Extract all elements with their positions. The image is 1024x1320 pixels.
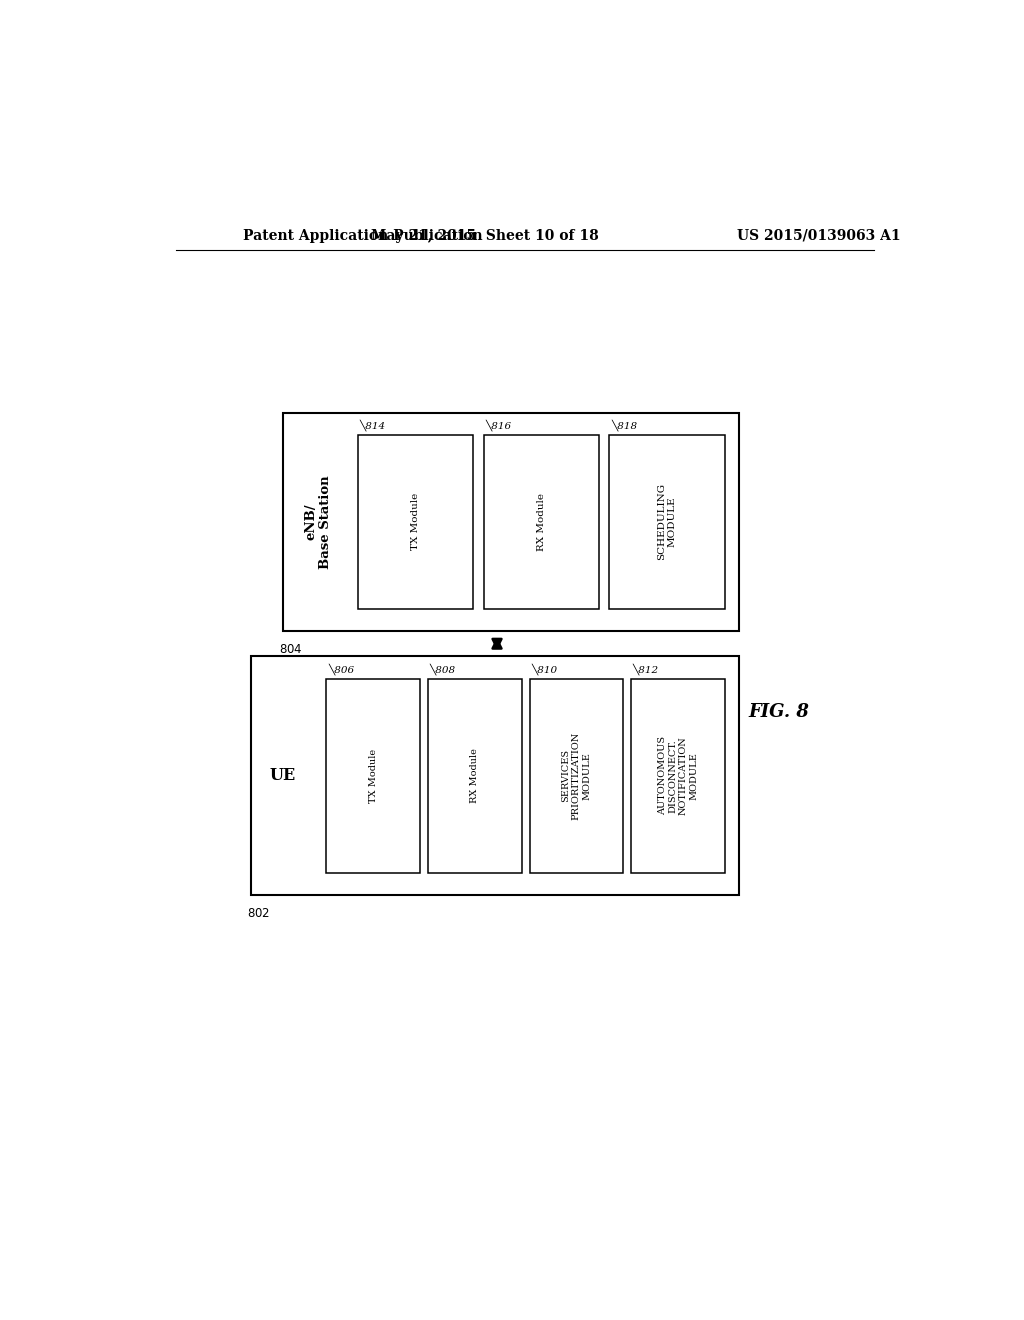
Text: ╲818: ╲818 bbox=[611, 420, 637, 430]
Text: RX Module: RX Module bbox=[470, 748, 479, 804]
Text: TX Module: TX Module bbox=[369, 748, 378, 803]
Text: FIG. 8: FIG. 8 bbox=[749, 704, 809, 721]
Text: ╲808: ╲808 bbox=[430, 663, 456, 675]
Bar bbox=[428, 678, 521, 873]
Text: $\it{804}$: $\it{804}$ bbox=[279, 643, 302, 656]
Text: UE: UE bbox=[269, 767, 296, 784]
Text: ╲814: ╲814 bbox=[359, 420, 386, 430]
Text: US 2015/0139063 A1: US 2015/0139063 A1 bbox=[736, 228, 900, 243]
Text: RX Module: RX Module bbox=[537, 492, 546, 550]
Bar bbox=[358, 434, 473, 609]
Text: TX Module: TX Module bbox=[412, 494, 420, 550]
Text: $\it{802}$: $\it{802}$ bbox=[247, 907, 270, 920]
Text: ╲810: ╲810 bbox=[531, 663, 557, 675]
Text: ╲816: ╲816 bbox=[485, 420, 512, 430]
Text: May 21, 2015  Sheet 10 of 18: May 21, 2015 Sheet 10 of 18 bbox=[372, 228, 599, 243]
Text: ╲812: ╲812 bbox=[633, 663, 658, 675]
Bar bbox=[529, 678, 624, 873]
Text: SERVICES
PRIORITIZATION
MODULE: SERVICES PRIORITIZATION MODULE bbox=[561, 731, 591, 820]
Bar bbox=[283, 413, 739, 631]
Text: ╲806: ╲806 bbox=[328, 663, 354, 675]
Bar bbox=[483, 434, 599, 609]
Bar bbox=[609, 434, 725, 609]
Bar bbox=[251, 656, 739, 895]
Text: AUTONOMOUS
DISCONNECT.
NOTIFICATION
MODULE: AUTONOMOUS DISCONNECT. NOTIFICATION MODU… bbox=[657, 737, 698, 816]
Text: Patent Application Publication: Patent Application Publication bbox=[243, 228, 482, 243]
Bar bbox=[327, 678, 420, 873]
Bar bbox=[631, 678, 725, 873]
Text: SCHEDULING
MODULE: SCHEDULING MODULE bbox=[657, 483, 677, 560]
Text: eNB/
Base Station: eNB/ Base Station bbox=[304, 475, 333, 569]
